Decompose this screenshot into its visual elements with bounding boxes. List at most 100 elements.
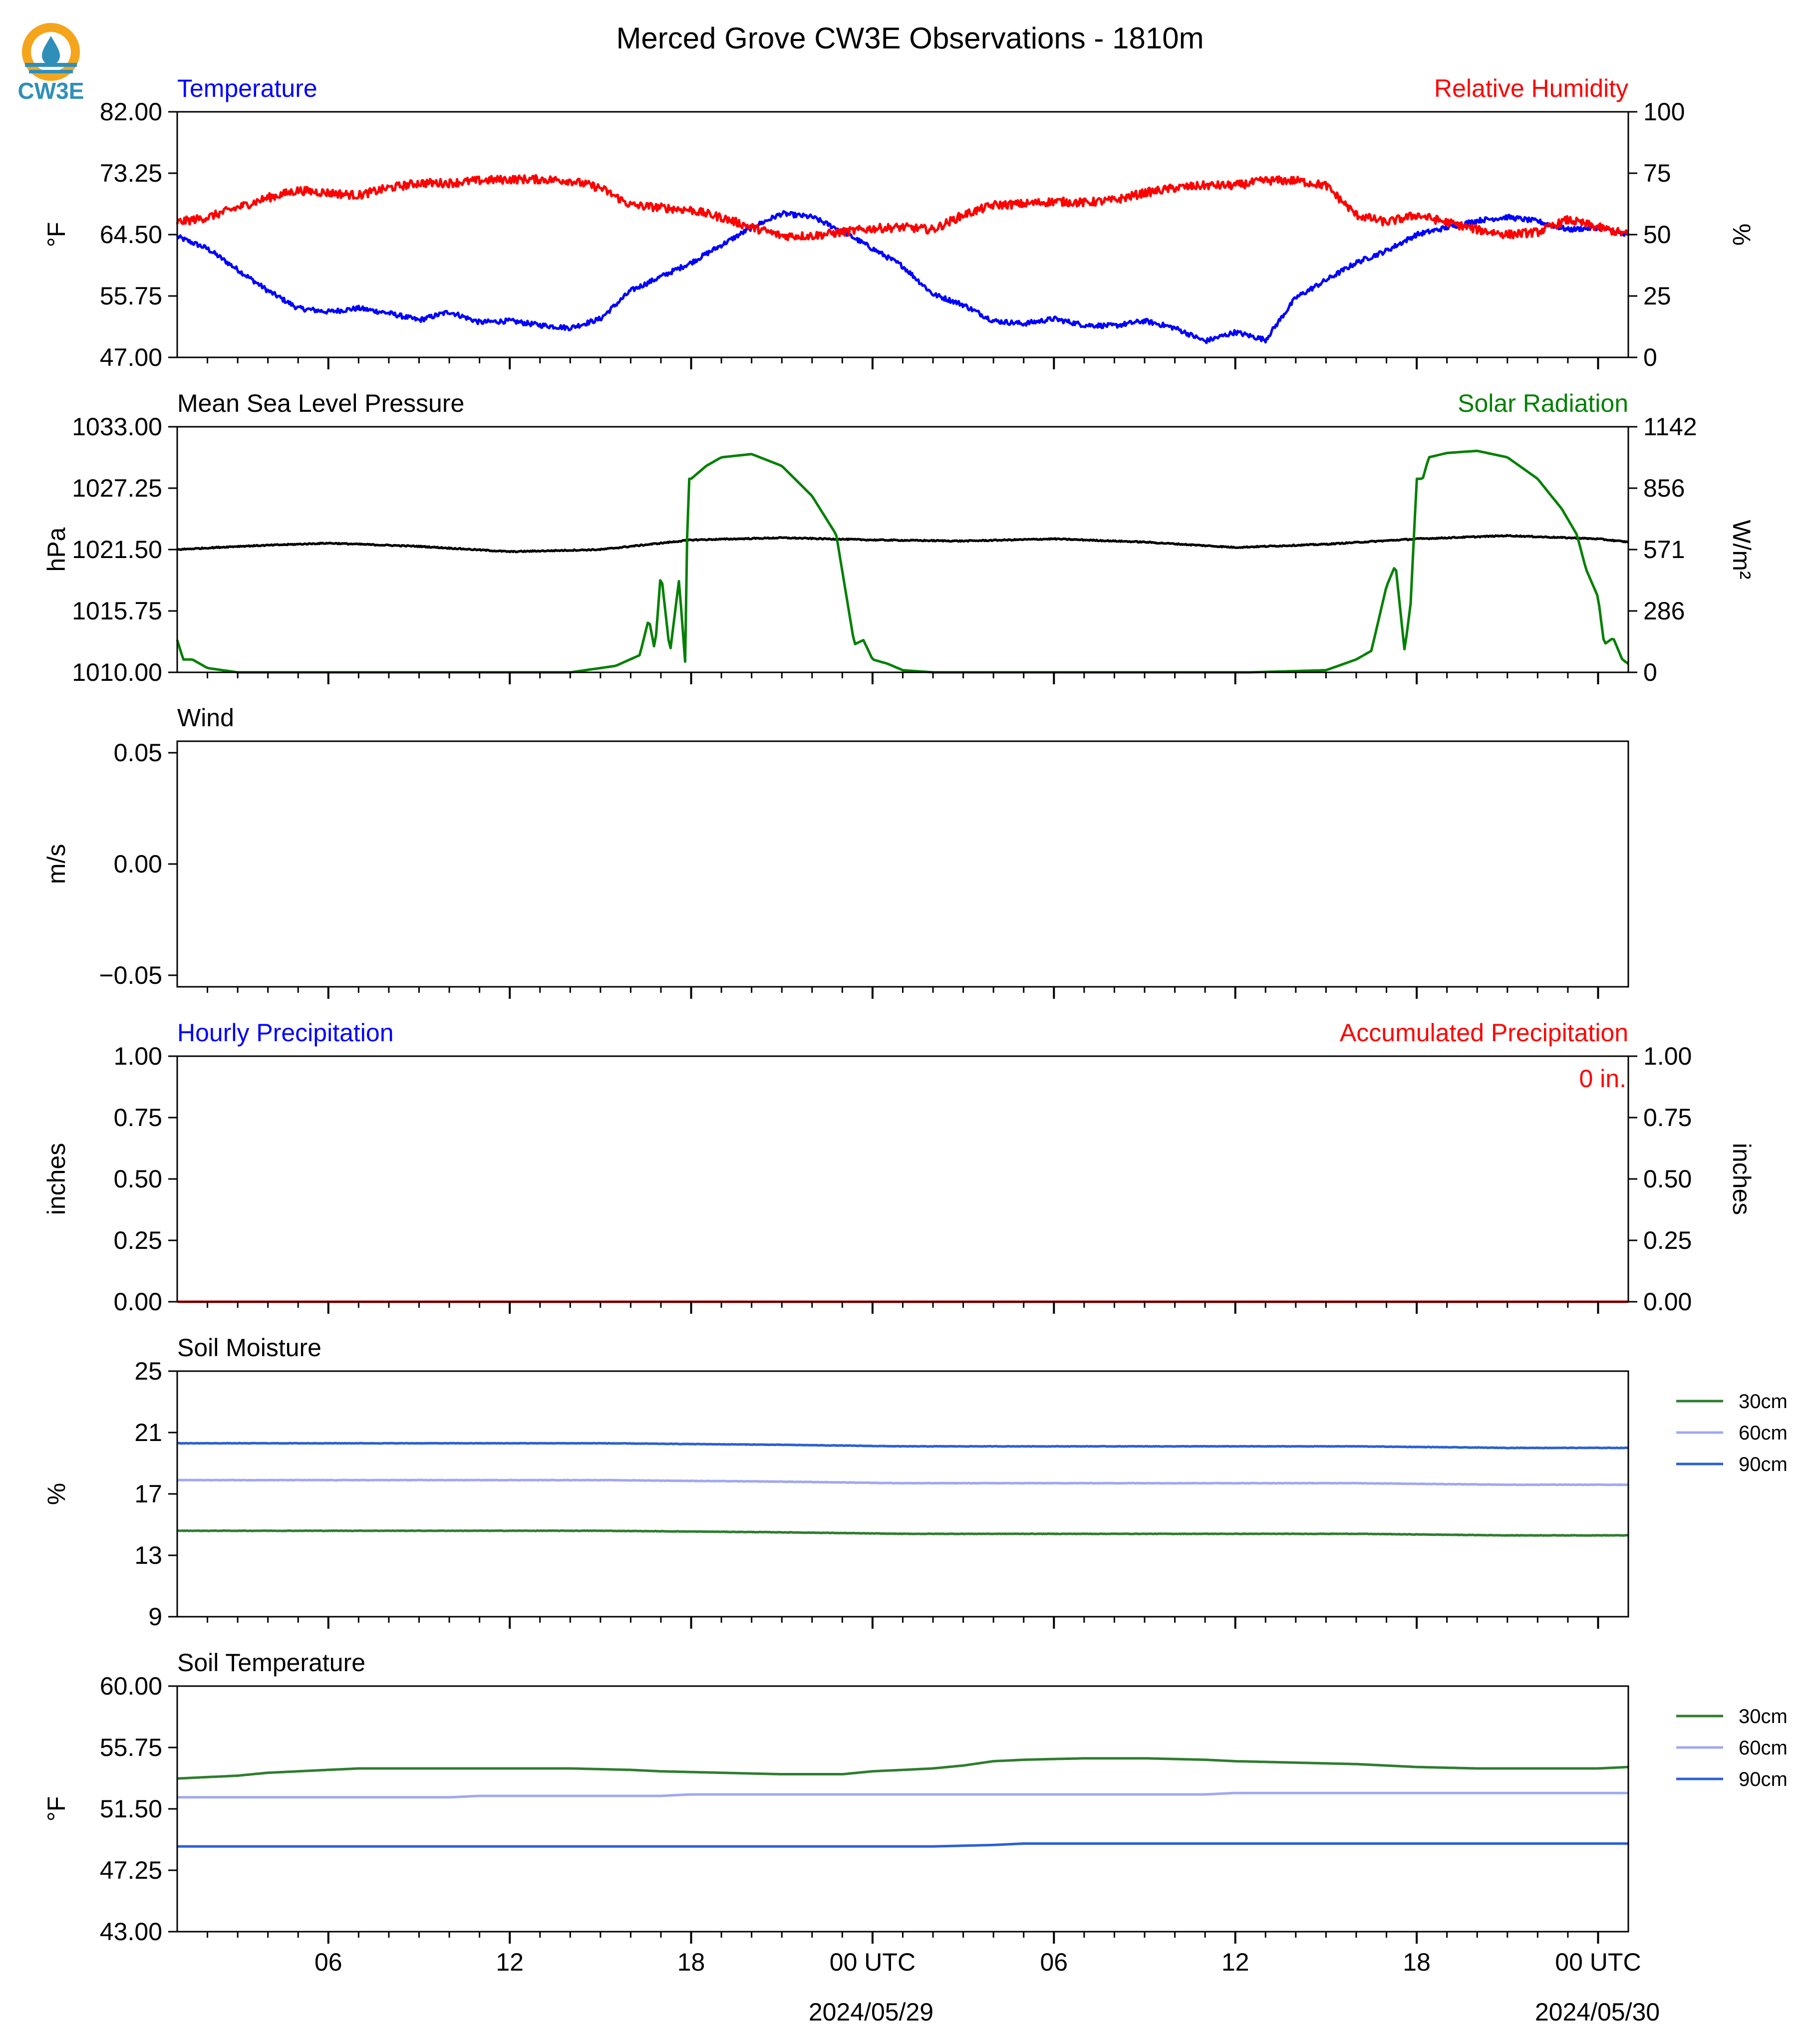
panel-title-left: Wind: [177, 704, 234, 732]
y-axis-label: °F: [42, 1796, 70, 1822]
panel-title-left: Soil Moisture: [177, 1334, 321, 1362]
y-tick-label: 82.00: [100, 98, 162, 126]
y-tick-label: 55.75: [100, 282, 162, 310]
y-axis-label: m/s: [42, 844, 70, 884]
y-tick-label: 25: [134, 1357, 162, 1385]
panel-wind: −0.05 0.00 0.05 Wind m/s: [42, 704, 1629, 999]
legend-label: 30cm: [1739, 1391, 1788, 1413]
y-tick-label-right: 75: [1643, 159, 1671, 187]
y-tick-label-right: 1142: [1643, 413, 1697, 441]
y-tick-label: 0.00: [114, 850, 162, 878]
series-line-60cm: [177, 1478, 1629, 1486]
panel-title-left: Hourly Precipitation: [177, 1019, 394, 1047]
y-tick-label: 21: [134, 1419, 162, 1447]
y-tick-label: 47.25: [100, 1856, 162, 1884]
y-tick-label: 64.50: [100, 221, 162, 249]
y-tick-label-right: 571: [1643, 536, 1685, 564]
y-tick-label-right: 0.00: [1643, 1288, 1692, 1316]
legend-label: 60cm: [1739, 1422, 1788, 1444]
legend-label: 30cm: [1739, 1706, 1788, 1728]
series-line-90cm: [177, 1842, 1628, 1848]
panel-title-left: Mean Sea Level Pressure: [177, 389, 464, 417]
panels: 47.00 55.75 64.50 73.25 82.00 0 25 50 75 100 Tempe…: [42, 74, 1788, 1976]
y-tick-label-right: 286: [1643, 597, 1685, 625]
panel-pressure_solar: 1010.00 1015.75 1021.50 1027.25 1033.00 0 286 5…: [42, 389, 1756, 686]
panel-temp_rh: 47.00 55.75 64.50 73.25 82.00 0 25 50 75 100 Tempe…: [42, 74, 1756, 371]
y-axis-label-right: W/m²: [1728, 520, 1756, 579]
x-tick-label: 12: [496, 1948, 524, 1976]
legend: 30cm 60cm 90cm: [1676, 1391, 1788, 1475]
y-tick-label-right: 0: [1643, 658, 1657, 686]
figure-title: Merced Grove CW3E Observations - 1810m: [616, 21, 1204, 55]
y-axis-label-right: %: [1728, 224, 1756, 246]
x-tick-label: 00 UTC: [830, 1948, 915, 1976]
series-line-relative-humidity: [176, 174, 1629, 242]
series-line-temperature: [176, 210, 1629, 344]
series-line-mean-sea-level-pressure: [177, 534, 1629, 554]
date-label: 2024/05/29: [809, 1998, 933, 2026]
y-tick-label: 13: [134, 1541, 162, 1569]
panel-title-right: Solar Radiation: [1458, 389, 1628, 417]
y-tick-label: 55.75: [100, 1734, 162, 1761]
y-tick-label-right: 50: [1643, 221, 1671, 249]
panel-title-left: Temperature: [177, 74, 317, 102]
panel-soil_moisture: 9 13 17 21 25 Soil Moisture% 30cm 60cm 90cm: [42, 1334, 1788, 1631]
y-axis-label: inches: [42, 1143, 70, 1215]
y-tick-label: 1027.25: [72, 474, 162, 502]
y-tick-label-right: 0.25: [1643, 1226, 1692, 1254]
series-line-90cm: [177, 1442, 1629, 1449]
series-line-60cm: [177, 1791, 1628, 1799]
y-tick-label: 1010.00: [72, 658, 162, 686]
y-tick-label: 0.05: [114, 739, 162, 767]
y-tick-label: 1021.50: [72, 536, 162, 564]
y-tick-label: 0.00: [114, 1288, 162, 1316]
y-tick-label: 73.25: [100, 159, 162, 187]
panel-title-left: Soil Temperature: [177, 1649, 365, 1677]
x-tick-label: 06: [1040, 1948, 1068, 1976]
date-labels: 2024/05/29 2024/05/30: [809, 1998, 1660, 2026]
y-tick-label: 47.00: [100, 343, 162, 371]
date-label: 2024/05/30: [1535, 1998, 1660, 2026]
y-tick-label: 0.50: [114, 1165, 162, 1193]
y-axis-label: °F: [42, 222, 70, 248]
legend-label: 90cm: [1739, 1768, 1788, 1790]
legend-label: 60cm: [1739, 1737, 1788, 1759]
panel-title-right: Accumulated Precipitation: [1340, 1019, 1628, 1047]
y-tick-label: 1015.75: [72, 597, 162, 625]
y-tick-label: 0.25: [114, 1226, 162, 1254]
y-tick-label-right: 0: [1643, 343, 1657, 371]
panel-precip: 0.00 0.25 0.50 0.75 1.00 0.00 0.25 0.50 0.75 1.00…: [42, 1019, 1756, 1316]
y-axis-label: %: [42, 1483, 70, 1505]
logo-text: CW3E: [18, 78, 84, 104]
y-tick-label: 43.00: [100, 1918, 162, 1946]
y-tick-label: 51.50: [100, 1795, 162, 1823]
panel-title-right: Relative Humidity: [1434, 74, 1628, 102]
y-tick-label: 60.00: [100, 1672, 162, 1700]
panel-soil_temperature: 43.00 47.25 51.50 55.75 60.00 06 12 18 00 UTC 06 1…: [42, 1649, 1788, 1976]
x-tick-label: 00 UTC: [1555, 1948, 1641, 1976]
y-tick-label: 1033.00: [72, 413, 162, 441]
x-tick-label: 12: [1221, 1948, 1249, 1976]
y-axis-label: hPa: [42, 527, 70, 572]
legend: 30cm 60cm 90cm: [1676, 1706, 1788, 1790]
y-tick-label: 17: [134, 1480, 162, 1508]
y-tick-label-right: 1.00: [1643, 1042, 1692, 1070]
y-axis-label-right: inches: [1728, 1143, 1756, 1215]
legend-label: 90cm: [1739, 1453, 1788, 1475]
y-tick-label: 0.75: [114, 1104, 162, 1132]
y-tick-label: 9: [148, 1603, 162, 1631]
y-tick-label-right: 25: [1643, 282, 1671, 310]
y-tick-label-right: 0.50: [1643, 1165, 1692, 1193]
x-tick-label: 18: [1403, 1948, 1431, 1976]
y-tick-label: −0.05: [99, 961, 162, 989]
x-tick-label: 06: [314, 1948, 342, 1976]
series-line-30cm: [177, 1529, 1629, 1537]
y-tick-label-right: 856: [1643, 474, 1685, 502]
y-tick-label-right: 100: [1643, 98, 1685, 126]
y-tick-label: 1.00: [114, 1042, 162, 1070]
series-line-30cm: [177, 1757, 1629, 1780]
accumulated-total: 0 in.: [1579, 1065, 1626, 1093]
x-tick-label: 18: [677, 1948, 705, 1976]
cw3e-logo: CW3E: [18, 23, 84, 104]
